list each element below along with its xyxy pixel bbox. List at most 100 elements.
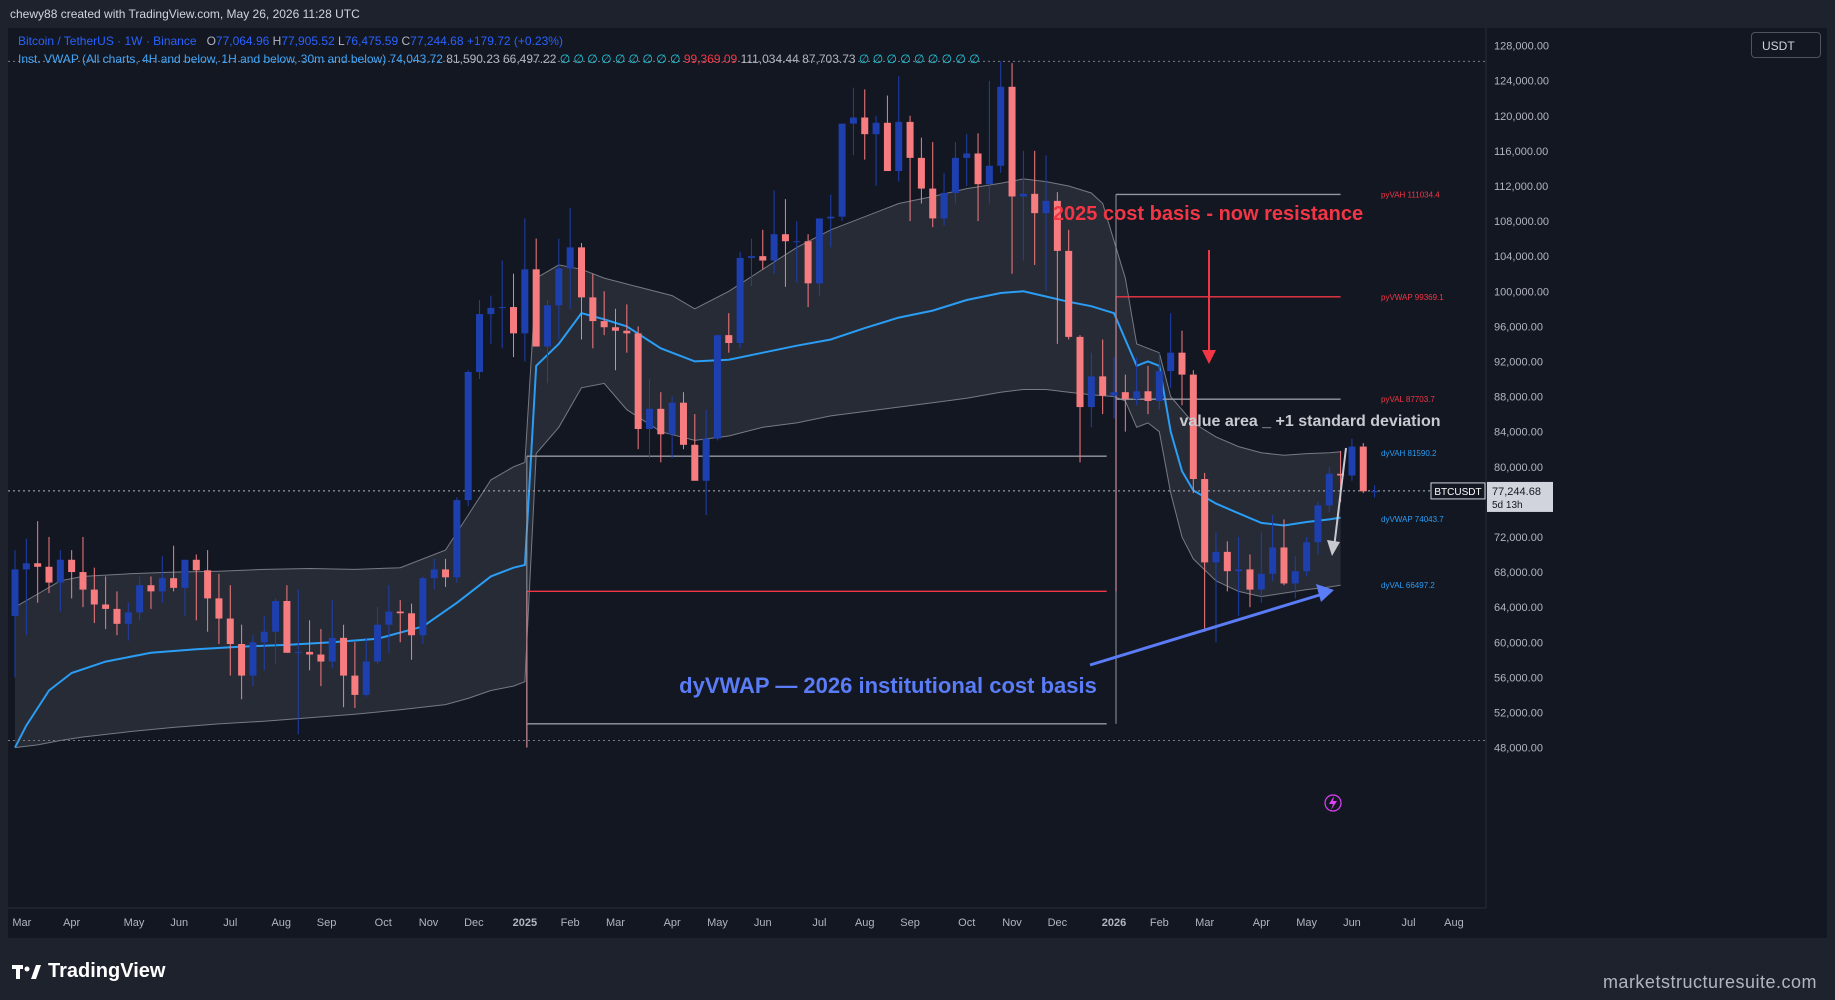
candle [861, 89, 869, 160]
candle [555, 238, 563, 340]
symbol-name[interactable]: Bitcoin / TetherUS · 1W · Binance [18, 34, 197, 48]
candle-body [940, 192, 948, 219]
candle [679, 392, 687, 450]
annotation-dyvwap: dyVWAP — 2026 institutional cost basis [679, 673, 1097, 698]
candle-body [1223, 551, 1231, 572]
candle-body [498, 307, 506, 309]
open-label: O [206, 34, 216, 48]
lower-band-line [14, 382, 1341, 749]
high-value: 77,905.52 [281, 34, 335, 48]
candle-body [487, 307, 495, 315]
candle-body [589, 297, 597, 322]
indicator-empty-b: ∅ ∅ ∅ ∅ ∅ ∅ ∅ ∅ ∅ [858, 52, 980, 66]
candle [464, 370, 472, 507]
candle-body [611, 327, 619, 331]
indicator-legend[interactable]: Inst. VWAP (All charts, 4H and below, 1H… [18, 52, 980, 66]
candle-body [657, 408, 665, 435]
candle [600, 291, 608, 336]
candle-body [1325, 473, 1333, 506]
candle [102, 576, 110, 630]
candle-body [1314, 505, 1322, 543]
annotation-blue-arrow [1089, 591, 1327, 667]
candle [1325, 466, 1333, 513]
candle-body [510, 307, 518, 334]
indicator-name[interactable]: Inst. VWAP (All charts, 4H and below, 1H… [18, 52, 387, 66]
candle [1008, 63, 1016, 274]
close-value: 77,244.68 [410, 34, 464, 48]
indicator-value-red: 99,369.09 [683, 52, 738, 66]
price-tag-box [1487, 481, 1553, 512]
candle [396, 600, 404, 643]
time-tick-label: Apr [63, 917, 80, 929]
candle-body [1291, 571, 1299, 584]
candle [1076, 335, 1084, 463]
candle [272, 598, 280, 665]
candle [883, 95, 891, 172]
candle-body [306, 651, 314, 655]
candle-body [113, 608, 121, 624]
chart-pane[interactable]: pyVAH 111034.4 pyVWAP 99369.1 pyVAL 87703.… [8, 28, 1827, 938]
upper-band-line [14, 178, 1341, 608]
time-tick-label: Mar [1195, 917, 1214, 929]
candle [192, 554, 200, 621]
candle-body [68, 559, 76, 573]
price-tick-label: 60,000.00 [1494, 637, 1543, 649]
price-tag-symbol-box [1430, 482, 1486, 500]
candle [1235, 536, 1243, 616]
candle [1303, 536, 1311, 577]
candle-body [747, 256, 755, 258]
candle-body [883, 122, 891, 172]
candle [56, 550, 64, 612]
price-chart[interactable]: pyVAH 111034.4 pyVWAP 99369.1 pyVAL 87703.… [8, 28, 1827, 938]
candle-body [476, 314, 484, 372]
candle-body [204, 570, 212, 599]
price-tick-label: 72,000.00 [1494, 532, 1543, 544]
symbol-legend[interactable]: Bitcoin / TetherUS · 1W · Binance O77,06… [18, 34, 563, 48]
candle [1348, 438, 1356, 481]
candle [1314, 501, 1322, 555]
annotation-blue-arrowhead [1316, 584, 1334, 602]
candle-body [985, 165, 993, 185]
candle-body [1053, 200, 1061, 251]
candle-body [815, 218, 823, 284]
candle-body [770, 234, 778, 261]
candle [657, 392, 665, 463]
candle [1155, 352, 1163, 410]
price-tick-label: 48,000.00 [1494, 743, 1543, 755]
candle-body [464, 371, 472, 501]
currency-button[interactable]: USDT [1751, 32, 1821, 58]
level-label: pyVWAP 99369.1 [1381, 293, 1444, 302]
candle [1371, 485, 1379, 498]
candle [1042, 155, 1050, 292]
candle [510, 273, 518, 358]
candle-body [578, 247, 585, 298]
candle-body [56, 559, 64, 583]
candle-body [1144, 391, 1152, 401]
candle-body [1110, 392, 1118, 396]
indicator-value-a: 74,043.72 [389, 52, 443, 66]
candle-body [713, 335, 721, 439]
tradingview-logo[interactable]: TradingView [12, 960, 165, 983]
high-label: H [272, 34, 282, 48]
candle [79, 536, 87, 608]
candle-body [861, 117, 869, 135]
candle [849, 87, 857, 156]
candle [1359, 443, 1367, 494]
time-tick-label: May [1296, 917, 1317, 929]
candle-body [1008, 86, 1016, 197]
time-tick-label: Dec [1048, 917, 1068, 929]
candle [781, 199, 789, 287]
candle [521, 218, 529, 362]
price-tag-countdown: 5d 13h [1492, 500, 1523, 511]
level-label: pyVAH 111034.4 [1381, 190, 1440, 199]
candle-body [272, 601, 280, 632]
candle [306, 620, 314, 671]
candle-body [147, 585, 155, 592]
candle [1291, 556, 1299, 599]
candle [419, 576, 427, 645]
time-tick-label: May [707, 917, 728, 929]
candle [645, 379, 653, 458]
candle-body [430, 569, 438, 579]
time-tick-label: Nov [419, 917, 439, 929]
annotation-grey-arrowhead [1327, 540, 1340, 556]
